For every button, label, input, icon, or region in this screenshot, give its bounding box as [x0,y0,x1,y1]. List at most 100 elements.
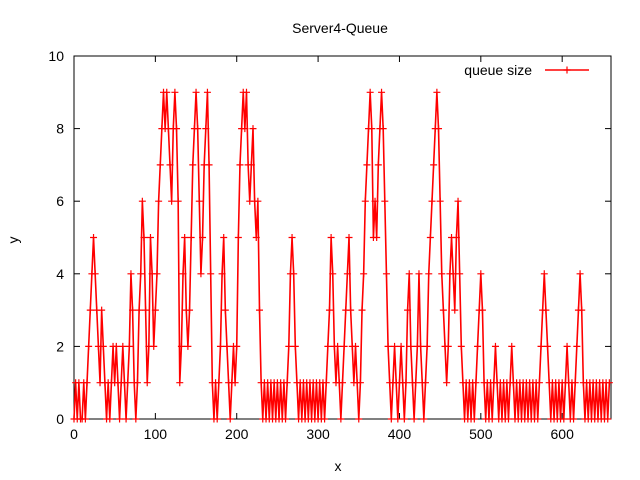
data-point [321,415,329,423]
data-point [439,306,447,314]
data-point [290,270,298,278]
y-tick-label: 0 [56,411,64,427]
data-point [381,197,389,205]
data-point [404,306,412,314]
data-point [379,125,387,133]
plot-area [70,88,613,423]
x-tick-label: 200 [225,426,249,442]
data-point [535,379,543,387]
data-point [428,197,436,205]
data-point [233,342,241,350]
data-point [142,306,150,314]
data-point [231,379,239,387]
data-point [508,342,516,350]
x-axis-label: x [335,458,342,474]
data-point [125,342,133,350]
data-point [573,342,581,350]
x-tick-label: 100 [144,426,168,442]
data-point [234,234,242,241]
data-point [571,379,579,387]
data-point [205,161,213,169]
data-point [405,270,413,278]
data-point [433,88,441,96]
data-point [156,161,164,169]
y-tick-label: 10 [48,48,64,64]
data-point [356,379,364,387]
data-point [112,342,120,350]
data-point [254,197,262,205]
data-point [329,270,337,278]
data-point [91,270,99,278]
data-point [129,306,137,314]
data-point [173,125,181,133]
data-point [426,234,434,241]
data-point [197,270,205,278]
data-point [537,342,545,350]
data-point [355,415,363,423]
data-point [478,306,486,314]
data-point [324,342,332,350]
data-point [215,379,223,387]
data-point [417,342,425,350]
data-point [358,306,366,314]
data-point [106,415,114,423]
data-point [176,379,184,387]
data-point [412,379,420,387]
data-point [163,88,171,96]
data-point [247,161,255,169]
data-point [322,379,330,387]
data-point [454,197,462,205]
data-point [85,342,93,350]
data-point [420,415,428,423]
data-point [116,415,124,423]
data-point [192,88,200,96]
data-point [402,379,410,387]
data-point [605,379,613,387]
data-point [189,161,197,169]
data-point [391,342,399,350]
data-point [371,197,379,205]
y-axis-label: y [5,237,21,244]
data-point [363,161,371,169]
data-point [410,415,418,423]
data-point [438,270,446,278]
data-point [90,234,98,241]
data-point [207,270,215,278]
data-point [291,342,299,350]
x-tick-label: 500 [469,426,493,442]
data-point [337,415,345,423]
x-tick-label: 400 [388,426,412,442]
chart-title: Server4-Queue [292,20,388,36]
data-point [177,342,185,350]
data-point [576,270,584,278]
x-tick-label: 0 [70,426,78,442]
data-point [451,306,459,314]
data-point [236,161,244,169]
data-point [384,342,392,350]
data-point [216,342,224,350]
data-point [452,234,460,241]
data-point [334,342,342,350]
data-point [472,379,480,387]
data-point [423,342,431,350]
data-point [226,415,234,423]
data-point [578,306,586,314]
data-point [443,379,451,387]
data-point [374,161,382,169]
data-point [127,270,135,278]
data-point [563,342,571,350]
data-point [382,270,390,278]
data-point [186,306,194,314]
data-point [133,379,141,387]
data-point [187,234,195,241]
data-point [249,125,257,133]
data-point [137,270,145,278]
data-point [488,415,496,423]
data-point [150,342,158,350]
data-point [241,125,249,133]
data-point [378,88,386,96]
data-point [166,161,174,169]
data-point [470,415,478,423]
